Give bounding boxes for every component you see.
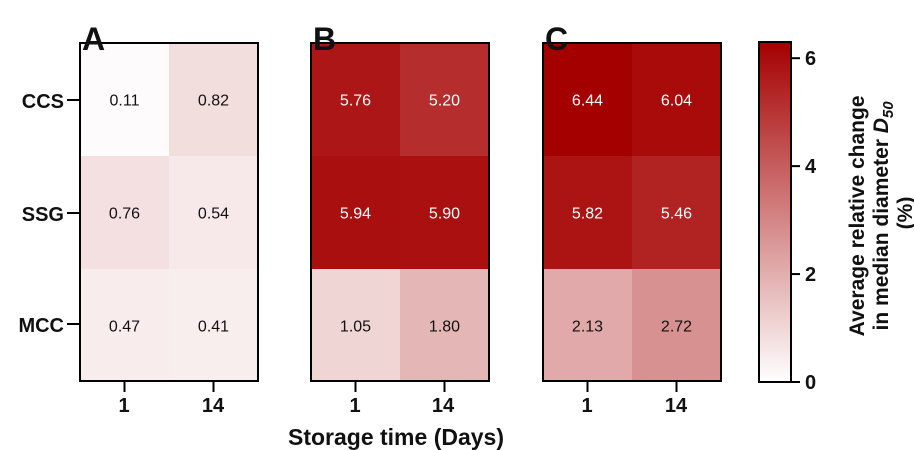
heatmap-cell-b-0-0 xyxy=(311,43,400,156)
cell-value-label: 5.94 xyxy=(340,206,371,223)
colorbar-title-subscript: 50 xyxy=(880,101,897,118)
col-label-a-1: 1 xyxy=(118,395,129,417)
heatmap-cell-c-0-1 xyxy=(632,43,721,156)
cell-value-label: 5.82 xyxy=(572,206,603,223)
cell-value-label: 2.13 xyxy=(572,319,603,336)
cell-value-label: 5.90 xyxy=(429,206,460,223)
heatmap-cell-a-0-1 xyxy=(169,43,258,156)
heatmap-cell-c-2-0 xyxy=(543,269,632,382)
col-label-c-1: 1 xyxy=(581,395,592,417)
heatmap-cell-b-1-1 xyxy=(400,156,489,269)
heatmap-cell-a-0-0 xyxy=(80,43,169,156)
heatmap-cell-b-2-1 xyxy=(400,269,489,382)
row-label-ssg: SSG xyxy=(22,204,64,226)
panel-frame-a xyxy=(79,42,259,382)
colorbar: 0 2 4 6 Average relative change in median d… xyxy=(758,41,914,394)
heatmap-cell-b-1-0 xyxy=(311,156,400,269)
colorbar-title-symbol: D xyxy=(870,118,893,133)
col-label-b-1: 1 xyxy=(349,395,360,417)
cell-value-label: 0.54 xyxy=(198,206,229,223)
cell-value-label: 0.11 xyxy=(110,93,140,110)
col-label-a-14: 14 xyxy=(202,395,225,417)
heatmap-cell-a-1-1 xyxy=(169,156,258,269)
cell-value-label: 1.05 xyxy=(340,319,371,336)
cell-value-label: 2.72 xyxy=(661,319,692,336)
col-label-c-14: 14 xyxy=(665,395,688,417)
panel-frame-b xyxy=(310,42,490,382)
colorbar-ticks: 0 2 4 6 xyxy=(791,48,817,394)
heatmap-cell-c-2-1 xyxy=(632,269,721,382)
cell-value-label: 5.46 xyxy=(661,206,692,223)
x-axis-title: Storage time (Days) xyxy=(288,424,504,450)
column-labels: 1 14 1 14 1 14 xyxy=(118,395,688,417)
colorbar-title-line2: in median diameter xyxy=(870,139,893,330)
heatmap-cell-c-1-1 xyxy=(632,156,721,269)
colorbar-title-line2-group: in median diameter D50 xyxy=(870,101,897,331)
heatmap-cell-c-0-0 xyxy=(543,43,632,156)
cell-value-label: 0.41 xyxy=(198,319,229,336)
panel-label-c: C xyxy=(545,21,568,57)
row-label-mcc: MCC xyxy=(18,315,64,337)
panel-label-b: B xyxy=(313,21,336,57)
cell-value-label: 6.44 xyxy=(572,93,603,110)
colorbar-gradient xyxy=(758,41,792,383)
cell-value-label: 0.82 xyxy=(198,93,229,110)
row-labels: CCS SSG MCC xyxy=(18,91,79,337)
panel-label-a: A xyxy=(82,21,105,57)
heatmap-cell-a-1-0 xyxy=(80,156,169,269)
colorbar-title-line3: (%) xyxy=(894,197,914,230)
heatmap-cell-b-0-1 xyxy=(400,43,489,156)
row-label-ccs: CCS xyxy=(22,91,64,113)
heatmap-cell-c-1-0 xyxy=(543,156,632,269)
cell-value-label: 5.20 xyxy=(429,93,460,110)
colorbar-tick-label: 2 xyxy=(805,264,816,286)
heatmap-cell-b-2-0 xyxy=(311,269,400,382)
colorbar-title: Average relative change in median diamet… xyxy=(846,90,914,337)
cell-value-label: 5.76 xyxy=(340,93,371,110)
heatmap-cell-a-2-1 xyxy=(169,269,258,382)
panels-layer: 0.11 0.82 0.76 0.54 0.47 0.41 A 5.76 5.20 5.94 5.9… xyxy=(79,21,722,392)
colorbar-tick-label: 4 xyxy=(805,156,817,178)
colorbar-tick-label: 0 xyxy=(805,372,816,394)
col-label-b-14: 14 xyxy=(432,395,455,417)
cell-value-label: 0.47 xyxy=(109,319,140,336)
panel-frame-c xyxy=(542,42,722,382)
cell-value-label: 0.76 xyxy=(109,206,140,223)
colorbar-title-line1: Average relative change xyxy=(846,96,869,337)
colorbar-tick-label: 6 xyxy=(805,48,816,70)
cell-value-label: 1.80 xyxy=(429,319,460,336)
cell-value-label: 6.04 xyxy=(661,93,692,110)
heatmap-cell-a-2-0 xyxy=(80,269,169,382)
